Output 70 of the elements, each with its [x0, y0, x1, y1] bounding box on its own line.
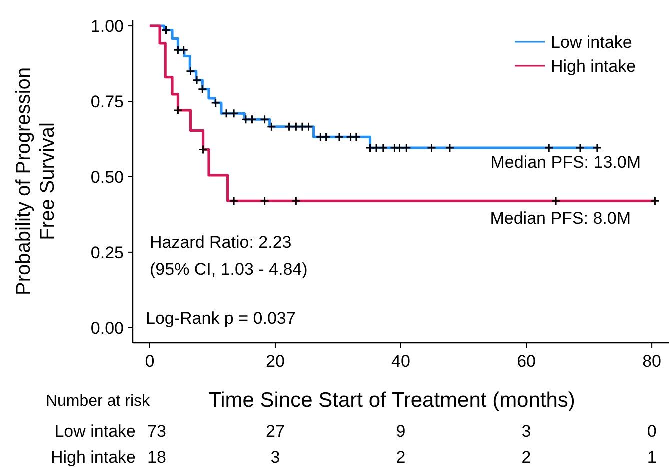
- point: [211, 98, 221, 108]
- point: [650, 196, 660, 206]
- point: [173, 45, 183, 55]
- point: [192, 76, 202, 86]
- y-tick-label: 0.25: [90, 243, 124, 262]
- y-axis-title: Probability of Progression Free Survival: [13, 68, 59, 296]
- point: [291, 196, 301, 206]
- annotation: Hazard Ratio: 2.23: [150, 233, 292, 252]
- text: 2: [522, 448, 532, 467]
- point: [173, 106, 183, 116]
- point: [352, 132, 362, 142]
- point: [291, 122, 301, 132]
- text: 1: [647, 448, 657, 467]
- text: 18: [147, 448, 166, 467]
- point: [284, 122, 294, 132]
- point: [334, 132, 344, 142]
- x-tick-label: 20: [266, 352, 285, 371]
- point: [260, 196, 270, 206]
- text: 73: [147, 422, 166, 441]
- legend-label: High intake: [551, 56, 636, 76]
- point: [322, 132, 332, 142]
- x-tick-label: 40: [392, 352, 410, 371]
- annotation: Log-Rank p = 0.037: [146, 309, 296, 328]
- point: [316, 132, 326, 142]
- point: [198, 84, 208, 94]
- point: [241, 114, 251, 124]
- y-tick-label: 0.00: [90, 318, 124, 338]
- text: 27: [266, 422, 285, 441]
- annotation: (95% CI, 1.03 - 4.84): [150, 260, 308, 279]
- text: 3: [522, 422, 532, 441]
- point: [576, 143, 586, 153]
- point: [229, 196, 239, 206]
- point: [229, 108, 239, 118]
- point: [298, 122, 308, 132]
- point: [394, 143, 404, 153]
- point: [445, 143, 455, 153]
- point: [378, 143, 388, 153]
- point: [372, 143, 382, 153]
- text: 9: [396, 422, 406, 441]
- text: Number at risk: [46, 393, 151, 410]
- point: [544, 143, 554, 153]
- y-tick-label: 0.75: [90, 92, 124, 112]
- text: 0: [647, 422, 657, 441]
- point: [162, 26, 172, 36]
- point: [222, 108, 232, 118]
- point: [266, 122, 276, 132]
- x-tick-label: 0: [145, 352, 155, 371]
- point: [402, 143, 412, 153]
- text: High intake: [50, 448, 136, 467]
- y-tick-label: 1.00: [90, 16, 124, 36]
- point: [551, 196, 561, 206]
- point: [186, 66, 196, 76]
- text: 2: [396, 448, 406, 467]
- y-tick-label: 0.50: [90, 168, 124, 187]
- point: [592, 143, 602, 153]
- annotation: Median PFS: 8.0M: [490, 209, 631, 228]
- point: [304, 122, 314, 132]
- point: [248, 114, 257, 124]
- x-axis-title: Time Since Start of Treatment (months): [208, 389, 576, 412]
- text: Low intake: [54, 422, 136, 441]
- point: [260, 114, 270, 124]
- x-tick-label: 60: [517, 352, 536, 371]
- point: [427, 143, 437, 153]
- annotation: Median PFS: 13.0M: [490, 153, 641, 172]
- point: [198, 145, 208, 155]
- x-tick-label: 80: [642, 352, 662, 371]
- text: 3: [270, 448, 280, 467]
- legend-label: Low intake: [551, 32, 632, 52]
- point: [179, 45, 189, 55]
- point: [365, 143, 375, 153]
